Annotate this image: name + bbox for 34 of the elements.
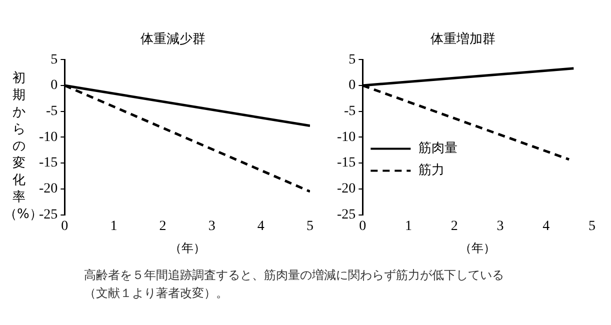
text: 高齢者を５年間追跡調査すると、筋肉量の増減に関わらず筋力が低下している <box>84 267 504 284</box>
x-tick-label: 2 <box>159 218 166 234</box>
chart-title: 体重減少群 <box>140 32 206 48</box>
x-tick-label: 4 <box>257 218 264 234</box>
legend-label: 筋力 <box>418 163 445 178</box>
x-tick-label: 3 <box>208 218 216 234</box>
x-axis-title: （年） <box>459 240 496 255</box>
y-tick-label: -25 <box>336 207 356 222</box>
x-tick-label: 0 <box>61 218 68 234</box>
y-tick-label: 0 <box>50 78 58 94</box>
y-tick-label: -10 <box>336 130 356 145</box>
x-tick-label: 5 <box>588 218 596 234</box>
y-tick-label: 5 <box>50 52 58 68</box>
chart-title: 体重増加群 <box>430 31 496 48</box>
x-tick-label: 4 <box>542 218 550 234</box>
y-tick-label: -20 <box>336 182 356 197</box>
x-tick-label: 0 <box>359 218 366 234</box>
y-tick-label: -20 <box>38 182 58 197</box>
x-tick-label: 5 <box>306 218 314 234</box>
x-axis-title: （年） <box>169 240 206 255</box>
y-tick-label: -10 <box>38 130 58 145</box>
x-tick-label: 1 <box>110 218 118 234</box>
y-tick-label: -15 <box>38 156 58 171</box>
x-tick-label: 1 <box>405 218 412 234</box>
y-tick-label: -5 <box>344 104 356 120</box>
x-tick-label: 3 <box>496 218 504 234</box>
x-tick-label: 2 <box>450 218 458 234</box>
text: （文献１より著者改変）。 <box>84 285 229 302</box>
y-tick-label: -25 <box>38 207 58 222</box>
y-tick-label: -15 <box>336 156 356 171</box>
y-tick-label: 0 <box>348 78 356 94</box>
y-tick-label: 5 <box>348 52 356 68</box>
y-tick-label: -5 <box>46 104 58 120</box>
legend-label: 筋肉量 <box>418 141 458 156</box>
